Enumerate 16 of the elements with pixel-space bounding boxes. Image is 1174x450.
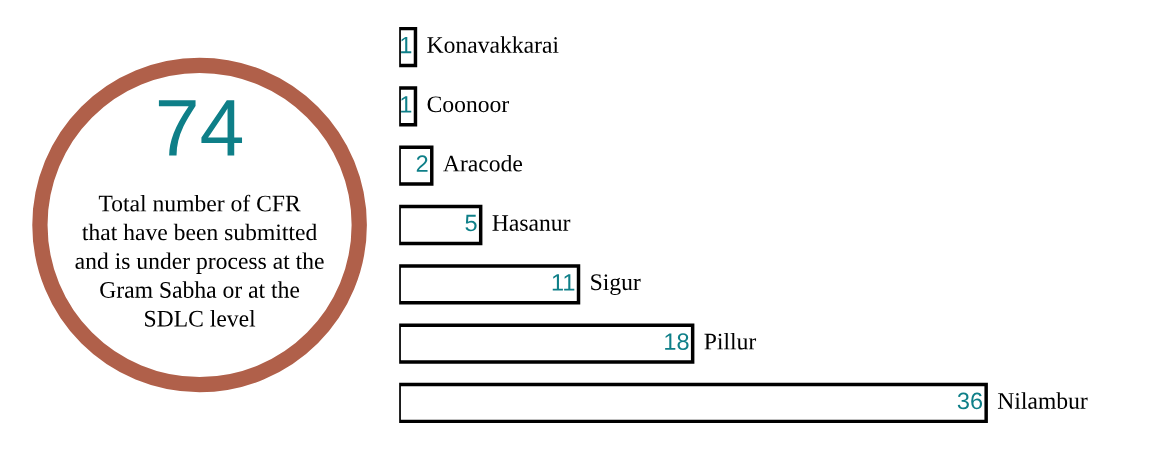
- text: 74: [158, 100, 243, 156]
- data-label: 1: [401, 96, 412, 113]
- text: Total number of CFR that have been submitted and is under process at the Gram Sabha or at the SDLC level: [75, 194, 324, 327]
- data-label: 11: [552, 274, 575, 291]
- data-label: 1: [401, 36, 412, 54]
- y-tick-label: Pillur: [704, 332, 757, 350]
- data-label: 36: [957, 392, 983, 410]
- data-label: 2: [416, 155, 428, 172]
- data-label: 5: [465, 214, 477, 232]
- y-tick-label: Coonoor: [427, 96, 510, 113]
- y-tick-label: Sigur: [591, 274, 641, 296]
- y-tick-label: Aracode: [443, 154, 523, 172]
- y-tick-label: Nilambur: [997, 392, 1088, 409]
- y-tick-label: Hasanur: [492, 215, 571, 231]
- y-tick-label: Konavakkarai: [427, 36, 559, 53]
- data-label: 18: [665, 333, 689, 350]
